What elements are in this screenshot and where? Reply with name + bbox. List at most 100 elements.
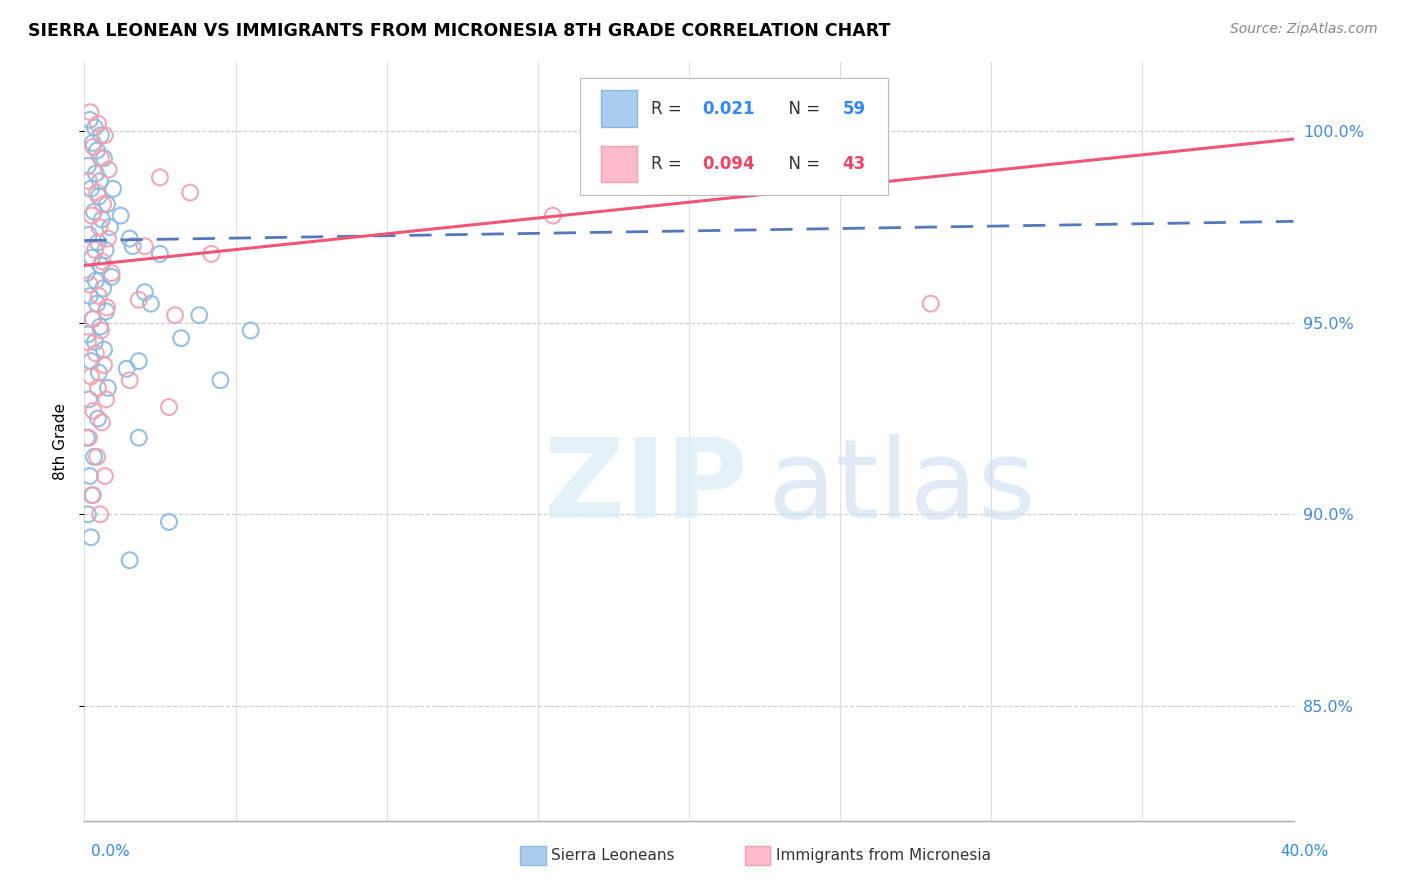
Text: 0.0%: 0.0% <box>91 845 131 859</box>
Point <box>118 373 141 387</box>
Point <box>920 296 942 310</box>
Point <box>86 144 108 158</box>
Point <box>87 235 110 250</box>
Point <box>96 301 118 315</box>
Point <box>239 324 262 338</box>
Point <box>94 392 117 407</box>
Point <box>87 117 110 131</box>
Point <box>90 416 112 430</box>
Point <box>79 105 101 120</box>
Point <box>121 239 143 253</box>
Point <box>97 231 120 245</box>
Text: R =: R = <box>651 155 688 173</box>
Point <box>84 274 107 288</box>
Point <box>84 166 107 180</box>
Text: SIERRA LEONEAN VS IMMIGRANTS FROM MICRONESIA 8TH GRADE CORRELATION CHART: SIERRA LEONEAN VS IMMIGRANTS FROM MICRON… <box>28 22 890 40</box>
Text: 0.021: 0.021 <box>702 100 755 118</box>
Point <box>84 346 107 360</box>
Point <box>541 209 564 223</box>
Point <box>90 259 112 273</box>
Point <box>94 128 117 143</box>
Point <box>94 469 117 483</box>
Point <box>94 304 117 318</box>
Point <box>90 151 112 165</box>
Point <box>134 239 156 253</box>
Point <box>134 285 156 300</box>
Point <box>77 227 100 242</box>
Point <box>77 327 100 342</box>
Point <box>80 209 103 223</box>
FancyBboxPatch shape <box>581 78 889 195</box>
Point <box>89 174 111 188</box>
Point <box>101 182 124 196</box>
Bar <box>600 145 637 182</box>
Point <box>157 400 180 414</box>
Point <box>139 296 162 310</box>
Point <box>93 358 115 372</box>
Point <box>84 243 107 257</box>
Point <box>209 373 232 387</box>
Point <box>80 530 103 544</box>
Point <box>86 296 108 310</box>
Point <box>84 334 107 349</box>
Point <box>188 308 211 322</box>
Point <box>98 220 121 235</box>
Point <box>179 186 201 200</box>
Bar <box>600 90 637 127</box>
Text: 0.094: 0.094 <box>702 155 755 173</box>
Point <box>82 312 104 326</box>
Point <box>115 361 138 376</box>
Point <box>165 308 187 322</box>
Text: Sierra Leoneans: Sierra Leoneans <box>551 848 675 863</box>
Point <box>83 204 105 219</box>
Point <box>90 212 112 227</box>
Point <box>77 334 100 349</box>
Point <box>82 404 104 418</box>
Point <box>77 174 100 188</box>
Point <box>87 381 110 395</box>
Point <box>76 431 98 445</box>
Point <box>87 366 110 380</box>
Point <box>149 170 172 185</box>
Point <box>90 128 112 143</box>
Point <box>200 247 222 261</box>
Point <box>79 289 101 303</box>
Text: 43: 43 <box>842 155 866 173</box>
Point <box>97 162 120 177</box>
Text: N =: N = <box>779 100 825 118</box>
Text: Source: ZipAtlas.com: Source: ZipAtlas.com <box>1230 22 1378 37</box>
Point <box>86 186 108 200</box>
Text: Immigrants from Micronesia: Immigrants from Micronesia <box>776 848 991 863</box>
Point <box>91 281 114 295</box>
Point <box>128 354 150 368</box>
Text: atlas: atlas <box>768 434 1036 541</box>
Point <box>82 136 104 150</box>
Point <box>80 488 103 502</box>
Point <box>96 197 118 211</box>
Point <box>79 277 101 292</box>
Point <box>93 151 115 165</box>
Point <box>86 450 108 464</box>
Point <box>80 354 103 368</box>
Point <box>128 293 150 307</box>
Y-axis label: 8th Grade: 8th Grade <box>52 403 67 480</box>
Point <box>170 331 193 345</box>
Point <box>149 247 172 261</box>
Point <box>80 182 103 196</box>
Point <box>128 431 150 445</box>
Point <box>91 197 114 211</box>
Text: 59: 59 <box>842 100 866 118</box>
Point <box>110 209 132 223</box>
Point <box>118 231 141 245</box>
Point <box>100 266 122 280</box>
Text: ZIP: ZIP <box>544 434 747 541</box>
Text: 40.0%: 40.0% <box>1281 845 1329 859</box>
Point <box>89 508 111 522</box>
Point <box>87 289 110 303</box>
Point <box>84 120 107 135</box>
Point <box>77 431 100 445</box>
Point <box>94 243 117 257</box>
Point <box>90 324 112 338</box>
Point <box>80 369 103 384</box>
Point <box>79 112 101 127</box>
